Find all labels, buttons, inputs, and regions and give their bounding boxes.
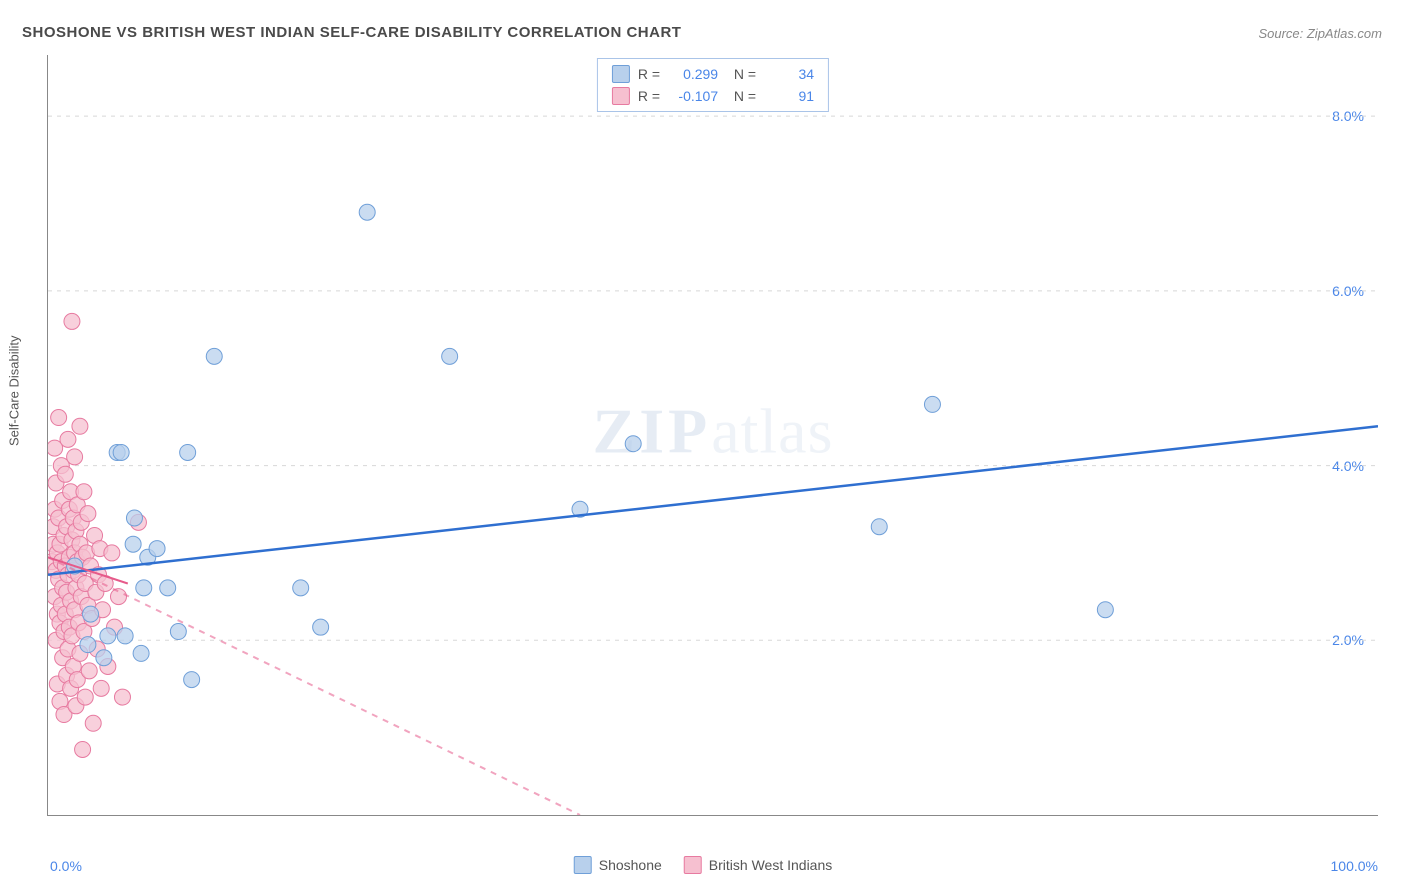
n-label: N =: [726, 66, 756, 82]
chart-title: SHOSHONE VS BRITISH WEST INDIAN SELF-CAR…: [22, 24, 681, 41]
n-label: N =: [726, 88, 756, 104]
legend-item-shoshone: Shoshone: [574, 856, 662, 874]
source-prefix: Source:: [1258, 26, 1306, 41]
n-value-bwi: 91: [764, 88, 814, 104]
legend-label-shoshone: Shoshone: [599, 857, 662, 873]
correlation-legend: R = 0.299 N = 34 R = -0.107 N = 91: [597, 58, 829, 112]
r-label: R =: [638, 66, 660, 82]
source-attribution: Source: ZipAtlas.com: [1258, 26, 1382, 41]
r-value-bwi: -0.107: [668, 88, 718, 104]
x-axis-max-label: 100.0%: [1331, 858, 1378, 874]
y-axis-label: Self-Care Disability: [7, 335, 22, 446]
chart-svg: [48, 55, 1378, 815]
legend-row-bwi: R = -0.107 N = 91: [612, 85, 814, 107]
swatch-bwi: [612, 87, 630, 105]
legend-row-shoshone: R = 0.299 N = 34: [612, 63, 814, 85]
r-label: R =: [638, 88, 660, 104]
series-legend: Shoshone British West Indians: [574, 856, 833, 874]
n-value-shoshone: 34: [764, 66, 814, 82]
swatch-shoshone: [612, 65, 630, 83]
source-name: ZipAtlas.com: [1307, 26, 1382, 41]
legend-item-bwi: British West Indians: [684, 856, 832, 874]
r-value-shoshone: 0.299: [668, 66, 718, 82]
legend-label-bwi: British West Indians: [709, 857, 832, 873]
swatch-shoshone-b: [574, 856, 592, 874]
plot-area: ZIPatlas R = 0.299 N = 34 R = -0.107 N =…: [47, 55, 1378, 816]
x-axis-min-label: 0.0%: [50, 858, 82, 874]
swatch-bwi-b: [684, 856, 702, 874]
